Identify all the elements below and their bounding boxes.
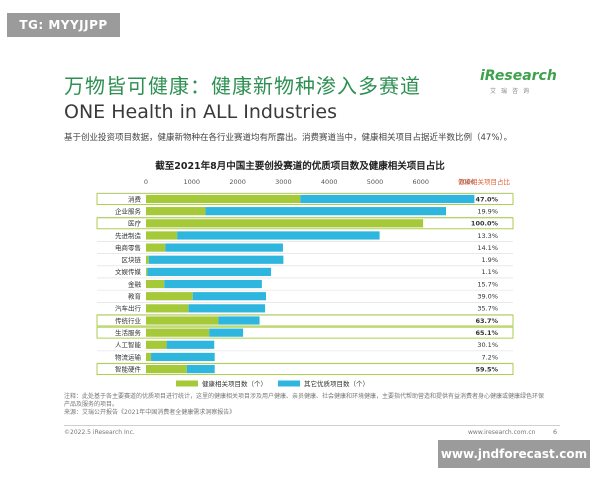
iresearch-logo: iResearch 艾瑞咨询 [480, 68, 557, 98]
ratio-value: 39.0% [477, 293, 498, 301]
bar-health-related [146, 304, 189, 313]
legend-label-other: 其它优质项目数（个） [304, 379, 369, 388]
bar-health-related [146, 328, 210, 337]
highlight-row-box [96, 193, 514, 205]
chart-title: 截至2021年8月中国主要创投赛道的优质项目数及健康相关项目占比 [155, 161, 445, 172]
bar-other-projects [147, 267, 272, 276]
bar-other-projects [300, 194, 475, 204]
category-label: 区块链 [122, 255, 142, 264]
highlight-row-box [96, 314, 514, 327]
page-title-english: ONE Health in ALL Industries [64, 101, 337, 123]
bar-other-projects [218, 316, 260, 325]
bar-health-related [146, 279, 165, 289]
highlight-row-box [96, 326, 514, 339]
bar-other-projects [188, 304, 266, 313]
x-tick-label: 3000 [275, 178, 292, 186]
bar-health-related [146, 243, 166, 252]
legend-swatch-health [176, 380, 198, 387]
bar-other-projects [166, 340, 215, 349]
page-number: 6 [553, 428, 558, 436]
category-label: 先进制造 [115, 231, 142, 240]
ratio-value: 13.3% [477, 232, 498, 240]
legend-label-health: 健康相关项目数（个） [202, 379, 267, 388]
highlight-row-box [96, 217, 514, 230]
ratio-value: 100.0% [471, 220, 499, 228]
bar-health-related [146, 255, 149, 264]
ratio-value: 59.5% [475, 365, 498, 373]
ratio-value: 30.1% [477, 341, 498, 349]
ratio-value: 47.0% [475, 195, 498, 203]
bar-other-projects [192, 292, 266, 301]
ratio-value: 63.7% [475, 317, 498, 325]
footer-copyright: ©2022.5 iResearch Inc. [64, 429, 135, 436]
ratio-value: 14.1% [477, 244, 498, 252]
category-label: 电商零售 [115, 243, 141, 252]
ratio-value: 15.7% [477, 280, 498, 288]
category-label: 汽车出行 [115, 304, 142, 313]
ratio-value: 1.9% [481, 256, 498, 264]
bar-other-projects [148, 255, 284, 264]
bar-other-projects [186, 365, 215, 374]
ratio-value: 65.1% [475, 329, 498, 337]
footnote-line-1: 注释：此处基于各主要赛道的优质项目进行统计，这里的健康相关项目涉及用户健康、亲员… [64, 393, 545, 400]
bar-other-projects [151, 352, 215, 362]
bar-health-related [146, 219, 424, 228]
x-tick-label: 0 [144, 178, 148, 186]
highlight-row-box [96, 363, 514, 376]
logo-subtext: 艾瑞咨询 [490, 88, 535, 95]
category-label: 消费 [128, 194, 142, 203]
ratio-column-header: 健康相关项目占比 [458, 177, 511, 186]
page-subtitle: 基于创业投资项目数据，健康新物种在各行业赛道均有所露出。消费赛道当中，健康相关项… [64, 133, 513, 143]
bar-other-projects [164, 279, 262, 289]
x-tick-label: 5000 [367, 178, 384, 186]
category-label: 医疗 [128, 219, 142, 228]
bar-health-related [146, 340, 167, 349]
ratio-value: 35.7% [477, 305, 498, 313]
footer-divider [64, 425, 560, 426]
bar-health-related [146, 365, 187, 374]
category-label: 人工智能 [115, 340, 142, 349]
bar-health-related [146, 352, 152, 362]
logo-wordmark: iResearch [480, 68, 557, 84]
x-tick-label: 2000 [229, 178, 246, 186]
bar-health-related [146, 267, 148, 276]
bar-other-projects [165, 243, 283, 252]
bar-health-related [146, 316, 219, 325]
category-label: 金融 [128, 279, 142, 288]
category-label: 企业服务 [115, 206, 142, 215]
ratio-value: 7.2% [481, 353, 498, 361]
bar-health-related [146, 194, 301, 204]
bar-other-projects [205, 207, 446, 216]
x-tick-label: 4000 [321, 178, 338, 186]
category-label: 生活服务 [115, 328, 142, 337]
bar-health-related [146, 292, 193, 301]
category-label: 传统行业 [115, 316, 142, 325]
bar-other-projects [177, 231, 380, 240]
footer-website: www.iresearch.com.cn [468, 429, 536, 436]
watermark-top: TG: MYYJJPP [7, 13, 120, 37]
ratio-value: 19.9% [477, 207, 498, 215]
category-label: 教育 [128, 292, 142, 301]
watermark-bottom: www.jndforecast.com [438, 440, 590, 468]
category-label: 文娱传媒 [115, 267, 142, 276]
x-tick-label: 7000 [458, 178, 475, 186]
x-tick-label: 6000 [413, 178, 430, 186]
x-tick-label: 1000 [184, 178, 201, 186]
page-title: 万物皆可健康：健康新物种渗入多赛道 [64, 74, 421, 98]
legend-swatch-other [278, 380, 300, 387]
bar-health-related [146, 231, 178, 240]
bar-health-related [146, 207, 206, 216]
footnote-source: 来源：艾瑞公开报告《2021年中国消费者全健康需求洞察报告》 [64, 409, 236, 416]
ratio-value: 1.1% [481, 268, 498, 276]
footnote-line-2: 产品及服务的项目。 [64, 401, 119, 408]
category-label: 智能硬件 [115, 364, 142, 373]
bar-other-projects [209, 328, 244, 337]
category-label: 物流运输 [115, 352, 142, 361]
